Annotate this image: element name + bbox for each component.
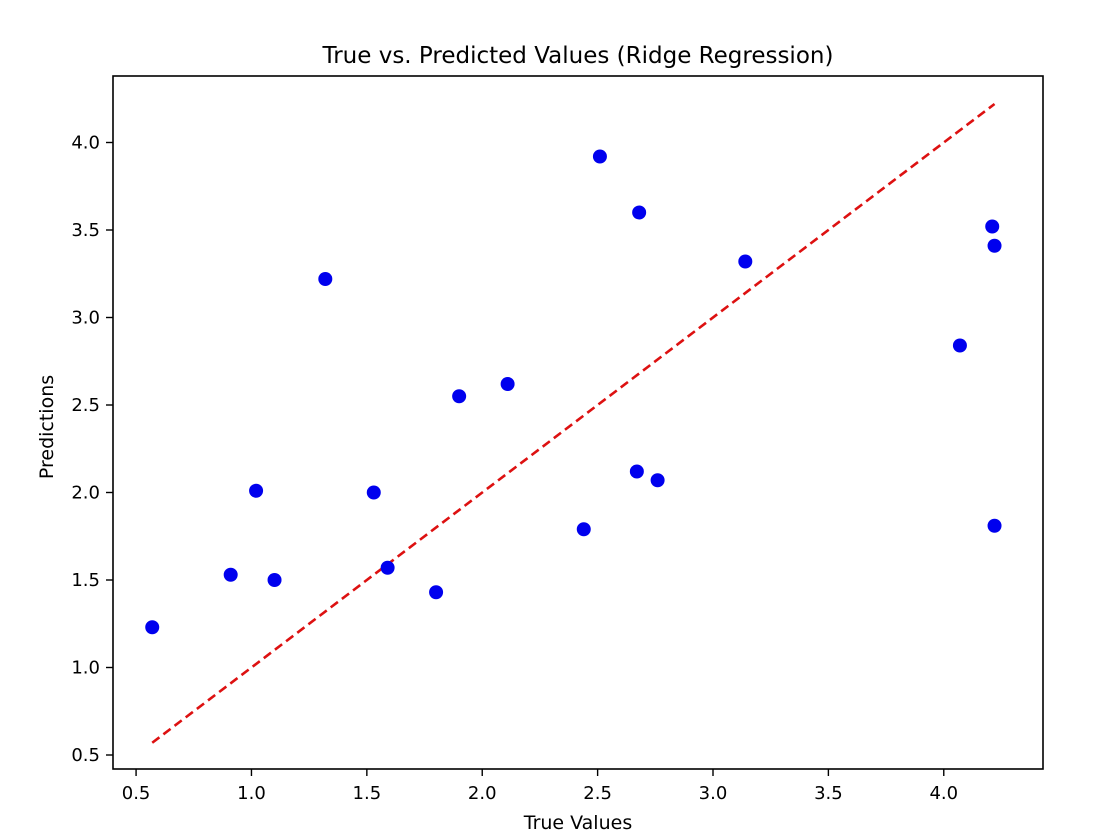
y-tick-label: 1.5 <box>71 570 100 591</box>
scatter-point <box>650 473 665 488</box>
scatter-point <box>738 254 753 269</box>
scatter-point <box>500 377 515 391</box>
scatter-point <box>576 522 591 537</box>
y-tick-label: 2.0 <box>71 483 100 504</box>
chart-title: True vs. Predicted Values (Ridge Regress… <box>322 43 834 69</box>
scatter-point <box>629 464 644 479</box>
x-tick-label: 0.5 <box>122 783 151 804</box>
y-tick-label: 0.5 <box>71 745 100 766</box>
scatter-point <box>985 219 1000 234</box>
scatter-point <box>318 272 333 286</box>
y-axis-ticks: 0.5 1.0 1.5 2.0 2.5 3.0 3.5 4.0 <box>71 133 113 766</box>
x-tick-label: 2.0 <box>468 783 497 804</box>
y-tick-label: 1.0 <box>71 658 100 679</box>
y-tick-label: 3.5 <box>71 220 100 241</box>
scatter-point <box>452 389 467 404</box>
scatter-point <box>380 560 395 575</box>
scatter-point <box>267 573 282 587</box>
scatter-point <box>592 149 607 164</box>
x-axis-ticks: 0.5 1.0 1.5 2.0 2.5 3.0 3.5 4.0 <box>122 769 958 804</box>
x-tick-label: 3.0 <box>699 783 728 804</box>
scatter-point <box>987 238 1002 253</box>
x-tick-label: 4.0 <box>929 783 958 804</box>
scatter-point <box>223 567 238 582</box>
scatter-point <box>987 518 1002 533</box>
y-tick-label: 3.0 <box>71 308 100 329</box>
scatter-point <box>632 205 647 220</box>
scatter-point <box>145 620 160 635</box>
x-axis-label: True Values <box>523 812 632 834</box>
scatter-point <box>429 585 444 600</box>
scatter-point <box>952 338 967 353</box>
scatter-point <box>366 485 381 500</box>
x-tick-label: 1.0 <box>237 783 266 804</box>
y-tick-label: 4.0 <box>71 133 100 154</box>
data-points <box>145 149 1002 635</box>
y-axis-label: Predictions <box>36 375 58 479</box>
ideal-fit-reference-line <box>151 102 996 744</box>
y-tick-label: 2.5 <box>71 395 100 416</box>
scatter-point <box>249 483 264 498</box>
x-tick-label: 1.5 <box>353 783 382 804</box>
x-tick-label: 3.5 <box>814 783 843 804</box>
x-tick-label: 2.5 <box>583 783 612 804</box>
plot-area-frame <box>112 75 1044 770</box>
